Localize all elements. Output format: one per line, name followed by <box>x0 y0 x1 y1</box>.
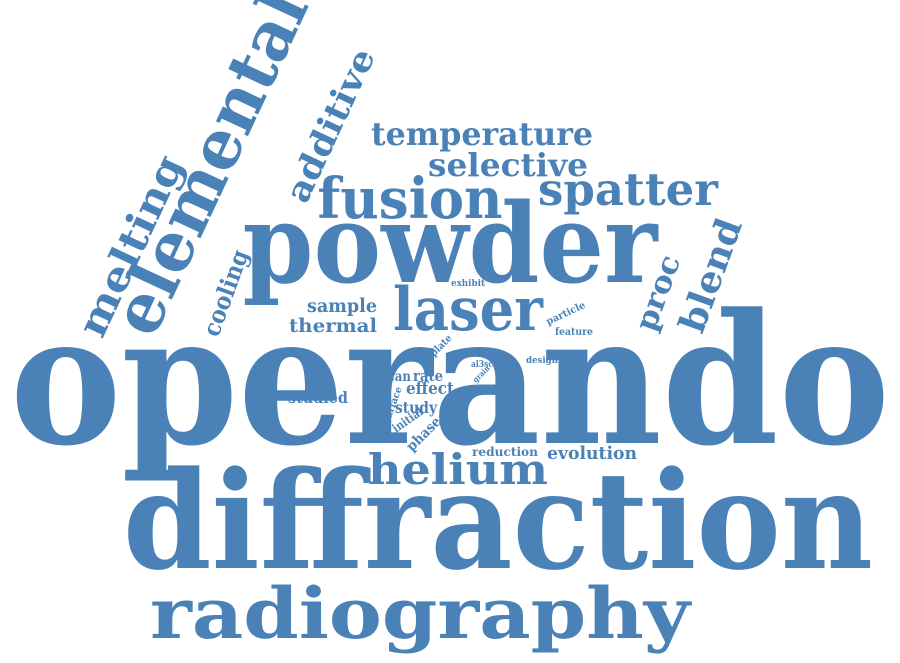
word-radiography: radiography <box>150 572 693 655</box>
word-design: design <box>526 356 558 366</box>
word-build: build <box>470 350 491 360</box>
word-group: operando diffraction radiography powder … <box>10 0 890 655</box>
word-spatter: spatter <box>538 163 719 216</box>
word-reduction: reduction <box>472 445 538 459</box>
word-effect: effect <box>406 379 454 399</box>
word-al3sc: al3sc <box>471 360 493 370</box>
word-feature: feature <box>555 327 593 338</box>
word-scan: scan <box>381 369 411 385</box>
word-fusion: fusion <box>318 166 503 232</box>
word-diffraction: diffraction <box>123 441 873 600</box>
word-thermal: thermal <box>289 315 377 337</box>
word-study: study <box>395 398 438 417</box>
word-evolution: evolution <box>547 443 637 464</box>
word-exhibit: exhibit <box>451 279 486 289</box>
word-laser: laser <box>393 275 544 345</box>
word-rate: rate <box>413 367 443 385</box>
word-temperature: temperature <box>371 115 593 153</box>
word-sample: sample <box>307 295 377 317</box>
word-helium: helium <box>368 445 548 494</box>
word-selective: selective <box>428 146 588 184</box>
word-powder: powder <box>243 179 660 308</box>
word-operando: operando <box>10 275 890 486</box>
word-studied: studied <box>288 388 348 407</box>
